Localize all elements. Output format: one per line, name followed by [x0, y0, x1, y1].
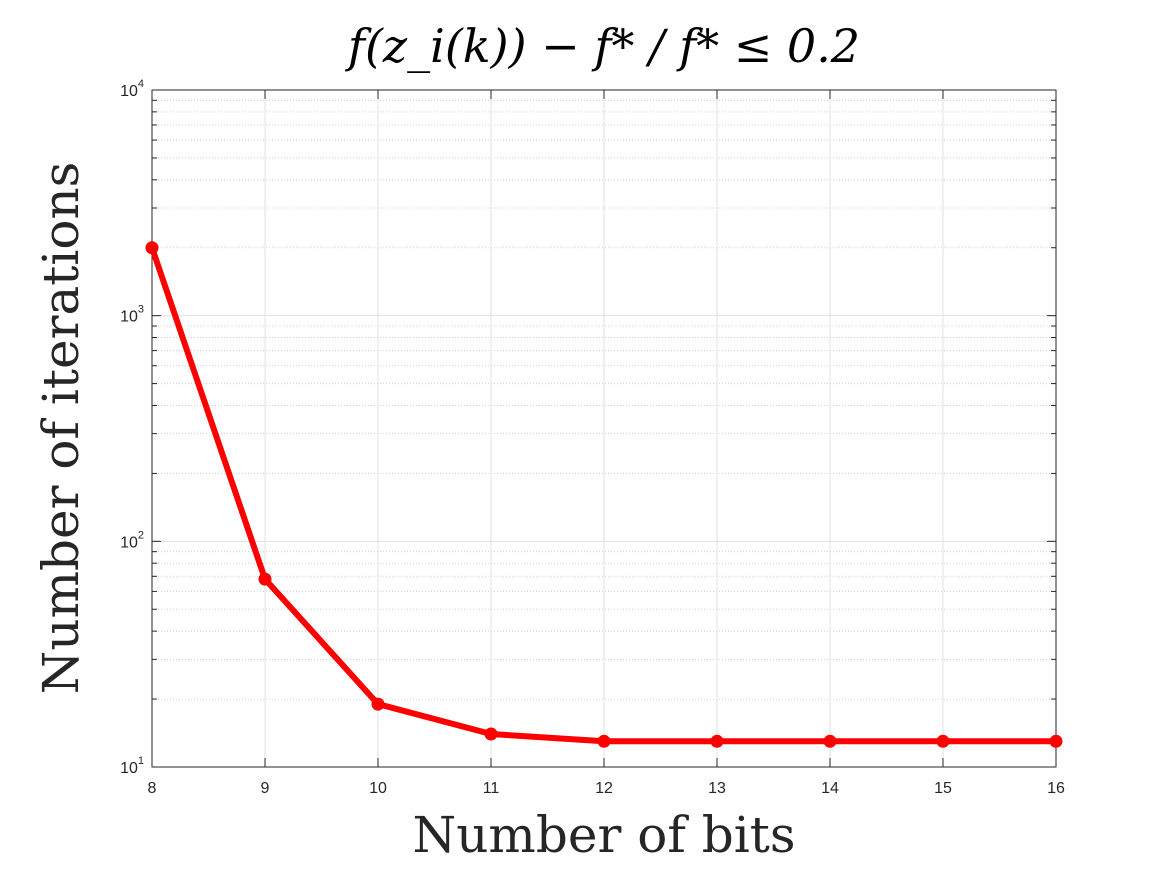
data-point — [710, 734, 724, 748]
y-axis-label: Number of iterations — [32, 162, 90, 695]
x-tick-label: 8 — [148, 780, 157, 797]
plot-frame — [151, 89, 1057, 768]
data-point — [145, 241, 159, 255]
data-point — [484, 727, 498, 741]
x-tick-label: 14 — [821, 780, 839, 797]
series-layer — [145, 241, 1063, 748]
y-tick-label: 102 — [120, 529, 144, 551]
x-tick-label: 11 — [483, 780, 500, 797]
data-point — [1049, 734, 1063, 748]
x-tick-labels: 8 9 10 11 12 13 14 15 16 — [148, 780, 1065, 797]
x-tick-label: 12 — [595, 780, 613, 797]
data-point — [936, 734, 950, 748]
y-tick-label: 104 — [120, 78, 144, 100]
x-tick-label: 13 — [708, 780, 726, 797]
data-point — [823, 734, 837, 748]
x-tick-label: 10 — [369, 780, 387, 797]
y-tick-label: 103 — [120, 304, 144, 326]
minor-grid — [152, 99, 1056, 700]
x-tick-label: 9 — [261, 780, 270, 797]
y-tick-labels: 101 102 103 104 — [120, 78, 144, 777]
chart-title: f(z_i(k)) − f* / f* ≤ 0.2 — [345, 19, 860, 73]
x-axis-label: Number of bits — [412, 806, 795, 864]
data-point — [258, 572, 272, 586]
data-point — [597, 734, 611, 748]
y-tick-label: 101 — [120, 755, 144, 777]
x-tick-label: 15 — [934, 780, 952, 797]
x-tick-label: 16 — [1047, 780, 1065, 797]
axis-ticks — [151, 89, 1057, 768]
data-point — [371, 697, 385, 711]
